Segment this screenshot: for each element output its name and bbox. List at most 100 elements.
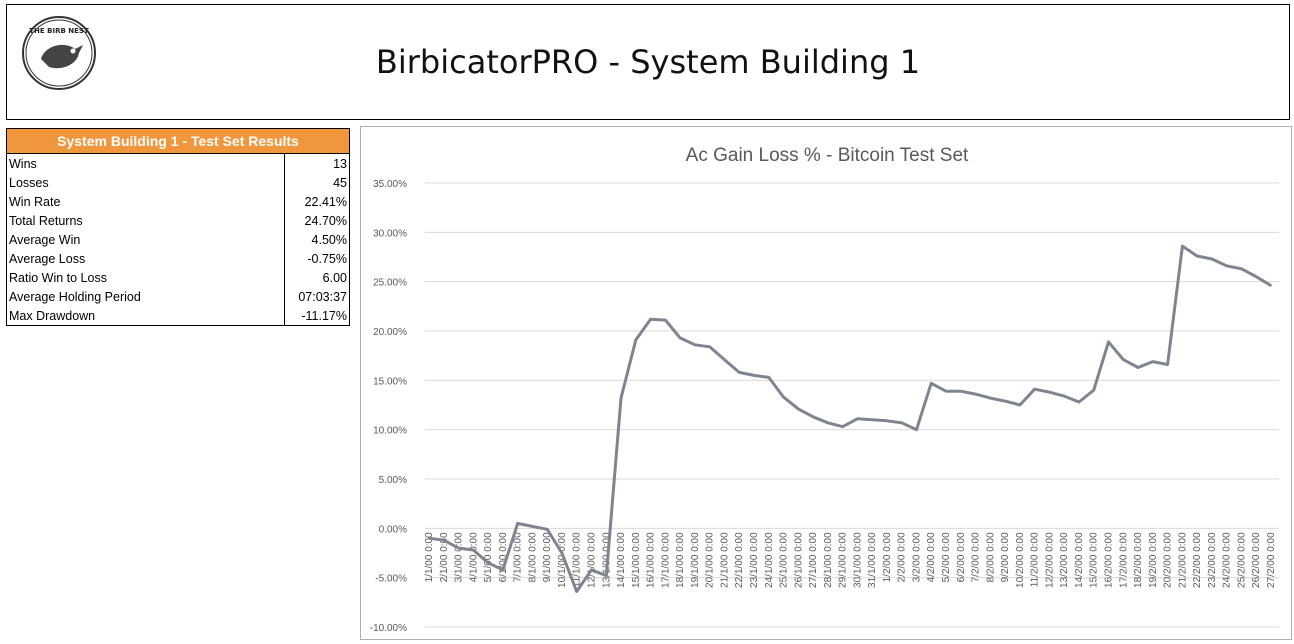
data-point bbox=[620, 397, 622, 399]
results-row: Ratio Win to Loss 6.00 bbox=[6, 268, 350, 287]
x-tick-label: 19/2/00 0:00 bbox=[1148, 532, 1159, 588]
data-point bbox=[974, 393, 977, 395]
data-point bbox=[960, 390, 962, 393]
data-point bbox=[827, 422, 829, 424]
results-row: Max Drawdown -11.17% bbox=[6, 306, 350, 326]
x-tick-label: 19/1/00 0:00 bbox=[690, 532, 701, 588]
x-tick-label: 8/1/00 0:00 bbox=[527, 532, 538, 582]
results-row-value: 4.50% bbox=[284, 230, 350, 249]
data-point bbox=[575, 590, 578, 593]
x-tick-label: 1/1/00 0:00 bbox=[424, 532, 435, 582]
results-row-value: -0.75% bbox=[284, 249, 350, 268]
data-point bbox=[841, 425, 844, 428]
data-point bbox=[708, 346, 711, 348]
results-row: Average Holding Period 07:03:37 bbox=[6, 287, 350, 306]
data-point bbox=[1270, 284, 1272, 287]
results-row-label: Wins bbox=[6, 153, 285, 173]
x-tick-label: 24/2/00 0:00 bbox=[1222, 532, 1233, 588]
results-row: Win Rate 22.41% bbox=[6, 192, 350, 211]
x-tick-label: 2/1/00 0:00 bbox=[439, 532, 450, 582]
x-tick-label: 9/2/00 0:00 bbox=[1000, 532, 1011, 582]
x-tick-label: 25/1/00 0:00 bbox=[779, 532, 790, 588]
results-row: Average Win 4.50% bbox=[6, 230, 350, 249]
y-tick-label: 0.00% bbox=[379, 524, 407, 535]
results-row: Average Loss -0.75% bbox=[6, 249, 350, 268]
data-point bbox=[1211, 258, 1213, 260]
data-point bbox=[797, 408, 800, 410]
x-tick-label: 14/2/00 0:00 bbox=[1074, 532, 1085, 588]
y-tick-label: 25.00% bbox=[373, 278, 407, 289]
logo-text: THE BIRB NEST bbox=[29, 27, 89, 35]
x-tick-label: 15/2/00 0:00 bbox=[1089, 532, 1100, 588]
x-tick-label: 11/2/00 0:00 bbox=[1030, 532, 1041, 587]
data-point bbox=[1255, 275, 1257, 278]
results-row: Losses 45 bbox=[6, 173, 350, 192]
data-point bbox=[635, 339, 637, 341]
data-point bbox=[1137, 366, 1139, 369]
x-tick-label: 12/2/00 0:00 bbox=[1044, 532, 1055, 588]
x-tick-label: 6/1/00 0:00 bbox=[498, 532, 509, 582]
x-tick-label: 21/1/00 0:00 bbox=[719, 532, 730, 588]
x-tick-label: 23/1/00 0:00 bbox=[749, 532, 760, 588]
data-point bbox=[664, 319, 667, 321]
x-tick-label: 22/2/00 0:00 bbox=[1192, 532, 1203, 588]
y-tick-label: -10.00% bbox=[370, 623, 407, 634]
x-tick-label: 25/2/00 0:00 bbox=[1236, 532, 1247, 588]
page-title: BirbicatorPRO - System Building 1 bbox=[375, 43, 921, 81]
data-point bbox=[1107, 341, 1110, 343]
x-tick-label: 30/1/00 0:00 bbox=[852, 532, 863, 588]
x-tick-label: 5/2/00 0:00 bbox=[941, 532, 952, 582]
data-point bbox=[900, 422, 903, 424]
data-point bbox=[649, 318, 652, 320]
x-tick-label: 11/1/00 0:00 bbox=[572, 532, 583, 587]
data-point bbox=[502, 569, 504, 571]
y-tick-label: 15.00% bbox=[373, 376, 407, 387]
data-point bbox=[915, 428, 918, 431]
x-tick-label: 29/1/00 0:00 bbox=[838, 532, 849, 588]
x-tick-label: 17/2/00 0:00 bbox=[1118, 532, 1129, 588]
data-point bbox=[989, 397, 992, 399]
x-tick-label: 31/1/00 0:00 bbox=[867, 532, 878, 588]
header: THE BIRB NEST BirbicatorPRO - System Bui… bbox=[6, 4, 1290, 120]
data-point bbox=[782, 396, 785, 398]
y-tick-label: 30.00% bbox=[373, 228, 407, 239]
x-tick-label: 10/1/00 0:00 bbox=[557, 532, 568, 588]
results-row: Total Returns 24.70% bbox=[6, 211, 350, 230]
x-tick-label: 27/2/00 0:00 bbox=[1266, 532, 1277, 588]
results-row-label: Total Returns bbox=[6, 211, 285, 230]
data-point bbox=[768, 376, 770, 379]
data-point bbox=[1196, 255, 1198, 257]
x-tick-label: 20/2/00 0:00 bbox=[1163, 532, 1174, 588]
x-tick-label: 21/2/00 0:00 bbox=[1177, 532, 1188, 588]
x-tick-label: 2/2/00 0:00 bbox=[897, 532, 908, 582]
data-point bbox=[812, 416, 814, 418]
x-tick-label: 3/2/00 0:00 bbox=[911, 532, 922, 582]
x-tick-label: 24/1/00 0:00 bbox=[764, 532, 775, 588]
x-tick-label: 7/2/00 0:00 bbox=[971, 532, 982, 582]
data-point bbox=[531, 525, 534, 528]
x-tick-label: 22/1/00 0:00 bbox=[734, 532, 745, 588]
x-tick-label: 20/1/00 0:00 bbox=[705, 532, 716, 588]
data-point bbox=[605, 574, 608, 577]
data-point bbox=[546, 528, 548, 531]
x-tick-label: 9/1/00 0:00 bbox=[542, 532, 553, 582]
x-tick-label: 14/1/00 0:00 bbox=[616, 532, 627, 588]
data-point bbox=[428, 537, 430, 539]
y-tick-label: 10.00% bbox=[373, 426, 407, 437]
y-tick-label: 20.00% bbox=[373, 327, 407, 338]
data-point bbox=[871, 419, 873, 421]
data-point bbox=[1004, 400, 1006, 402]
data-point bbox=[1063, 395, 1065, 397]
x-tick-label: 8/2/00 0:00 bbox=[985, 532, 996, 582]
x-tick-label: 1/2/00 0:00 bbox=[882, 532, 893, 582]
line-chart: Ac Gain Loss % - Bitcoin Test Set -10.00… bbox=[370, 145, 1279, 634]
data-point bbox=[930, 382, 932, 385]
results-row-value: 24.70% bbox=[284, 211, 350, 230]
x-tick-label: 18/2/00 0:00 bbox=[1133, 532, 1144, 588]
results-row-label: Average Holding Period bbox=[6, 287, 285, 306]
chart-area: Ac Gain Loss % - Bitcoin Test Set -10.00… bbox=[360, 126, 1292, 640]
x-tick-label: 15/1/00 0:00 bbox=[631, 532, 642, 588]
data-point bbox=[1033, 388, 1036, 391]
results-row-value: 45 bbox=[284, 173, 350, 192]
results-table-title: System Building 1 - Test Set Results bbox=[6, 128, 350, 154]
